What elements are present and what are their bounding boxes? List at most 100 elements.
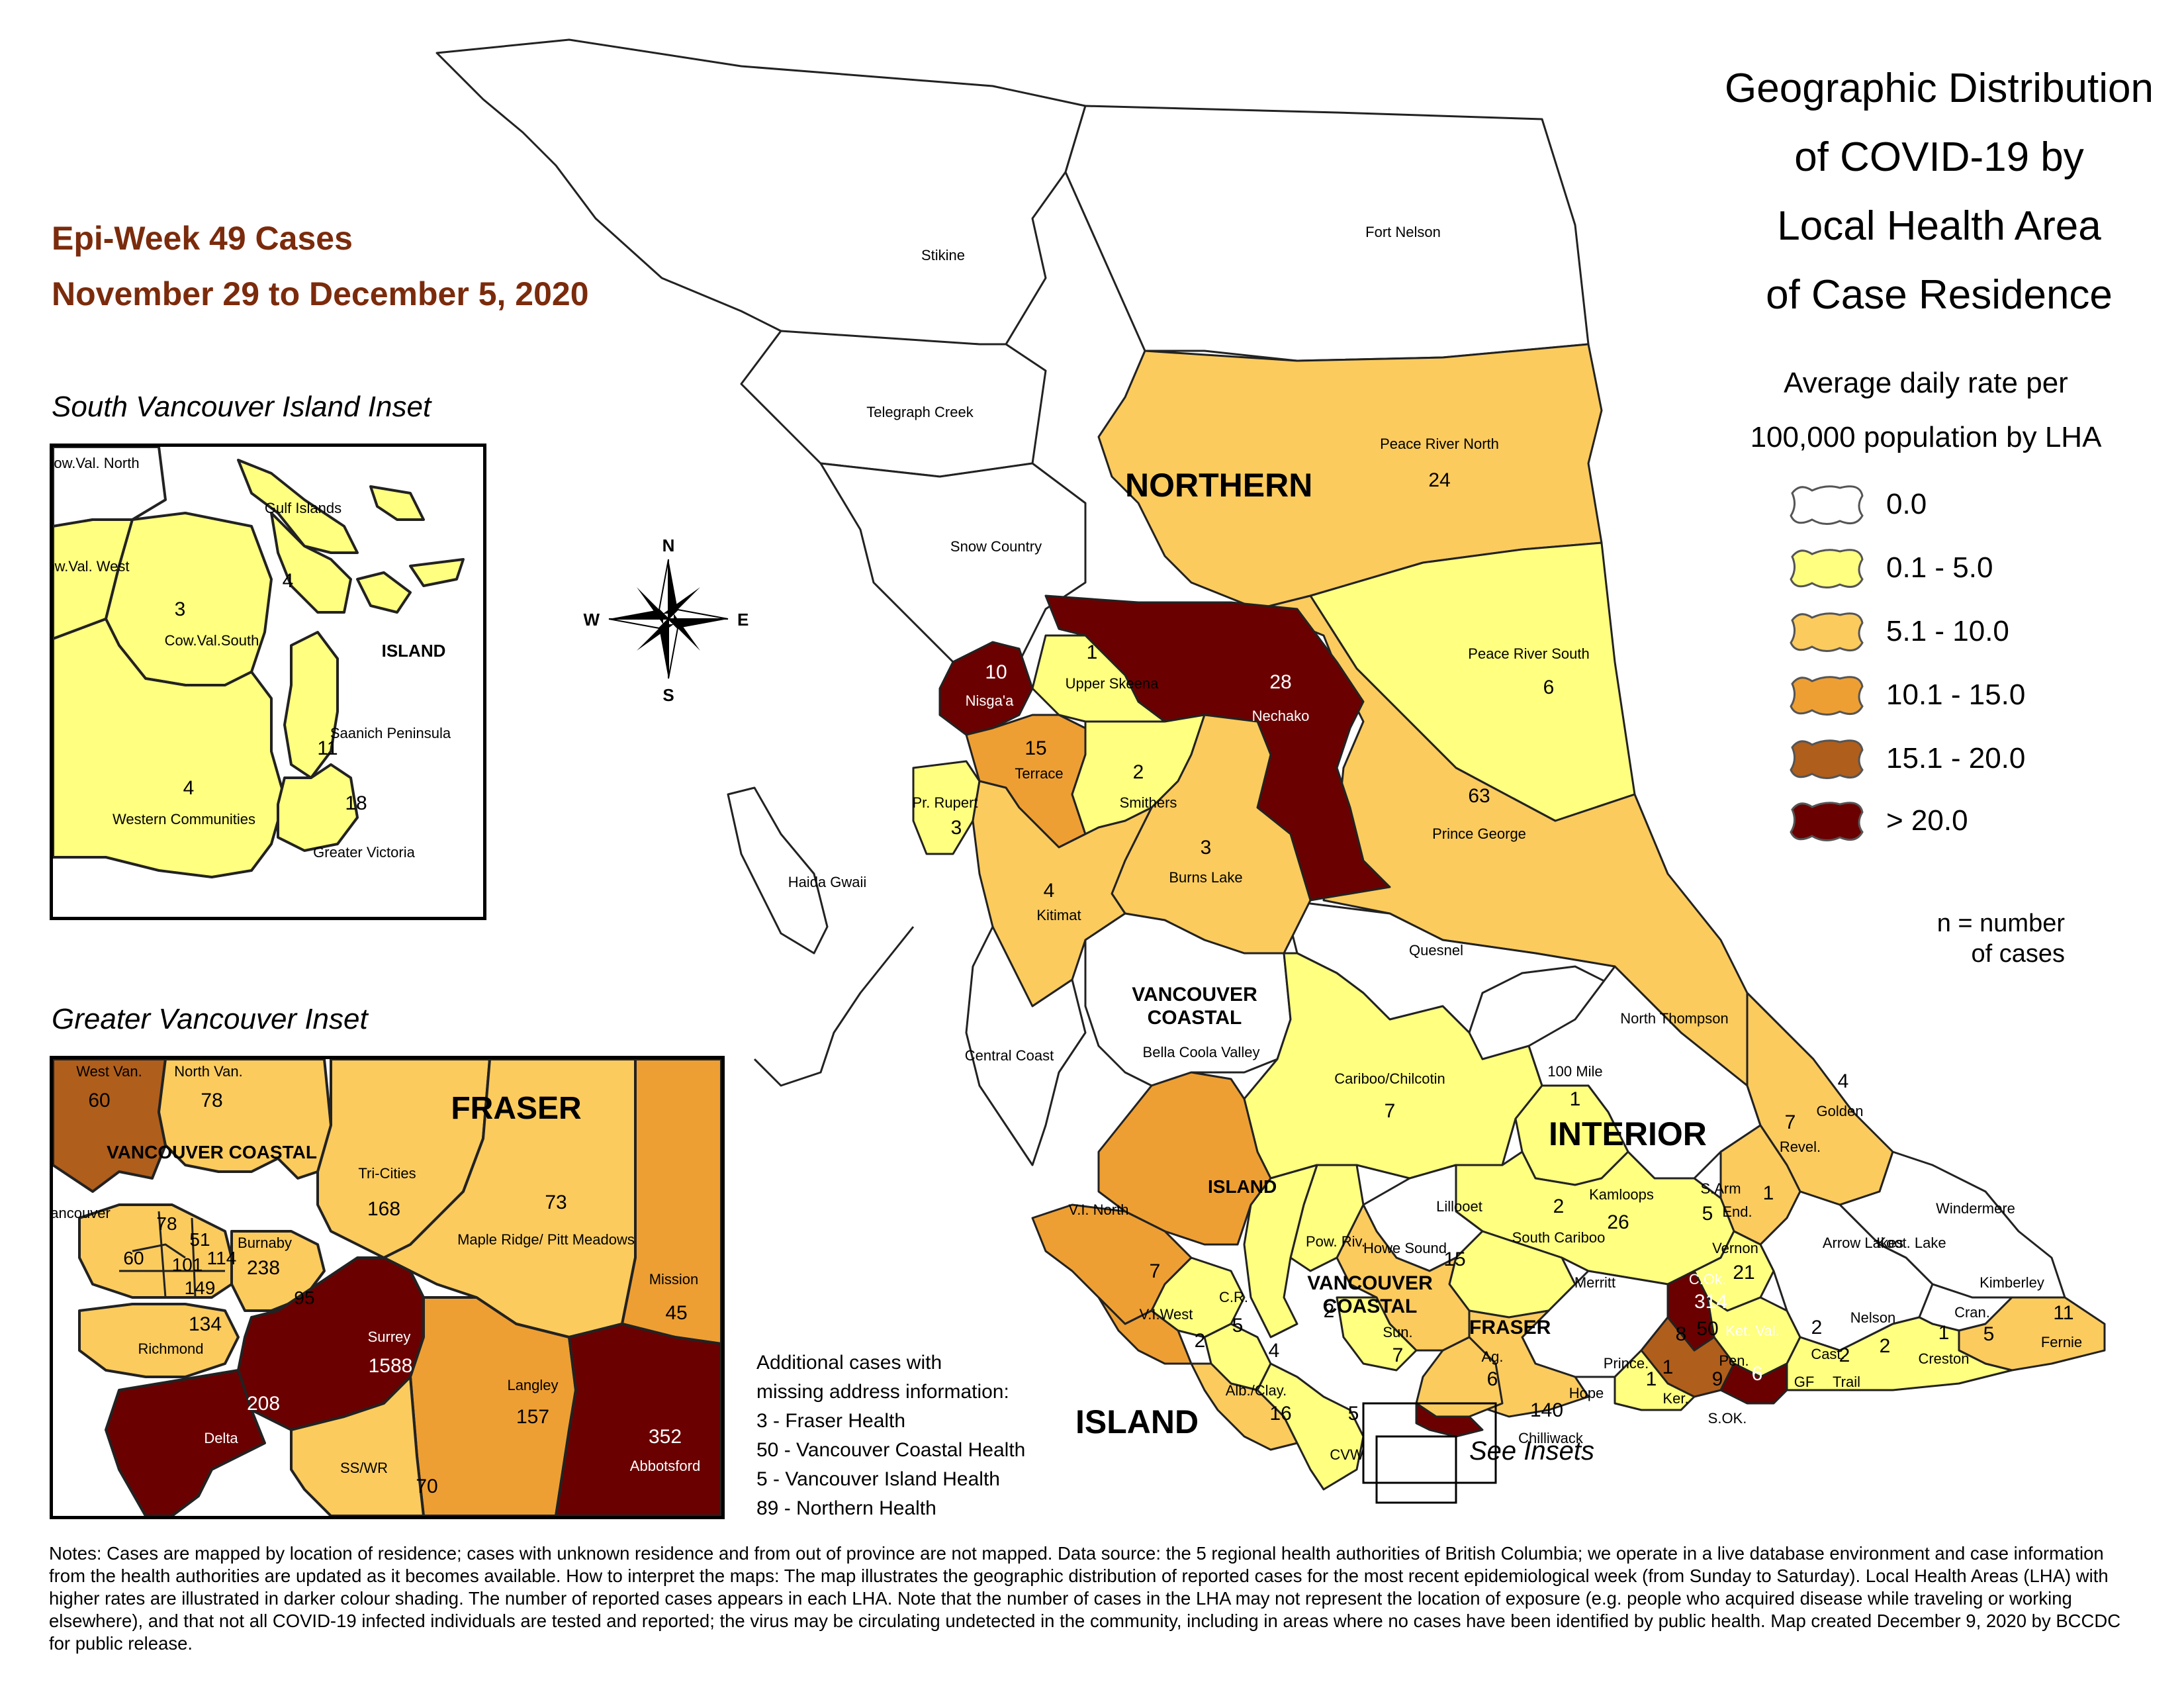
lha-label: Chilliwack bbox=[1518, 1430, 1584, 1446]
lha-case-count: 314 bbox=[1694, 1291, 1727, 1313]
legend-caption-line2: 100,000 population by LHA bbox=[1750, 421, 2102, 453]
lha-label: Pow. Riv. bbox=[1306, 1233, 1365, 1250]
missing-address-item: 50 - Vancouver Coastal Health bbox=[756, 1439, 1026, 1461]
south-island-inset-map: Cow.Val. North Gulf Islands 4 Cow.Val. W… bbox=[53, 447, 465, 878]
ha-label-northern: NORTHERN bbox=[1125, 467, 1312, 504]
lha-label: Tri-Cities bbox=[358, 1165, 416, 1182]
lha-gulf-islands-part bbox=[369, 485, 425, 521]
ha-label-vch-inset: VANCOUVER COASTAL bbox=[107, 1142, 317, 1162]
lha-label: Ket. Val. bbox=[1725, 1323, 1780, 1339]
lha-label: C.Ok. bbox=[1689, 1271, 1726, 1288]
lha-label: Gulf Islands bbox=[265, 500, 341, 516]
n-note-line1: n = number bbox=[1936, 910, 2065, 937]
coast-line bbox=[753, 926, 915, 1087]
lha-label: Central Coast bbox=[965, 1047, 1054, 1064]
ha-label-island-small: ISLAND bbox=[1208, 1176, 1277, 1197]
missing-address-info: Additional cases with missing address in… bbox=[756, 1348, 1025, 1523]
lha-label: Howe Sound bbox=[1363, 1240, 1447, 1256]
lha-label: Windermere bbox=[1936, 1200, 2015, 1217]
lha-case-count: 95 bbox=[294, 1288, 314, 1308]
lha-label: Burnaby bbox=[238, 1235, 292, 1251]
lha-label: Burns Lake bbox=[1169, 869, 1242, 886]
lha-south-interior bbox=[1786, 1316, 2013, 1391]
lha-haida-gwaii bbox=[727, 786, 829, 955]
lha-label: Pr. Rupert bbox=[912, 794, 978, 811]
lha-case-count: 63 bbox=[1468, 785, 1490, 807]
ha-label-island-inset: ISLAND bbox=[382, 641, 446, 661]
lha-case-count: 5 bbox=[1348, 1403, 1359, 1425]
lha-label: Kimberley bbox=[1979, 1274, 2044, 1291]
lha-case-count: 1 bbox=[1570, 1088, 1581, 1110]
lha-delta bbox=[105, 1369, 266, 1516]
lha-case-count: 2 bbox=[1880, 1335, 1891, 1357]
lha-case-count: 5 bbox=[1702, 1203, 1713, 1225]
lha-case-count: 6 bbox=[1752, 1363, 1763, 1385]
lha-howe-sound bbox=[1336, 1203, 1471, 1352]
lha-label: Arrow Lakes bbox=[1823, 1235, 1903, 1251]
compass-w: W bbox=[583, 610, 600, 630]
ha-label-vch-small-2: COASTAL bbox=[1323, 1295, 1418, 1317]
lha-label: Stikine bbox=[921, 247, 965, 263]
legend-label: 5.1 - 10.0 bbox=[1886, 615, 2009, 647]
lha-label: Cow.Val. West bbox=[53, 558, 130, 575]
ha-label-interior: INTERIOR bbox=[1549, 1115, 1707, 1152]
lha-case-count: 5 bbox=[1983, 1323, 1995, 1345]
lha-case-count: 101 bbox=[172, 1254, 203, 1275]
lha-label: Peace River North bbox=[1380, 436, 1499, 452]
inset-locators bbox=[1362, 1402, 1497, 1504]
lha-case-count: 149 bbox=[185, 1278, 216, 1298]
lha-case-count: 28 bbox=[1269, 671, 1291, 693]
lha-label: Prince George bbox=[1432, 825, 1526, 842]
lha-label: Abbotsford bbox=[630, 1458, 700, 1474]
lha-label: V.I. North bbox=[1069, 1201, 1129, 1218]
lha-label: Koot. Lake bbox=[1876, 1235, 1946, 1251]
n-note-line2: of cases bbox=[1971, 940, 2065, 968]
lha-case-count: 4 bbox=[1269, 1340, 1280, 1362]
lha-label: Telegraph Creek bbox=[866, 404, 974, 420]
lha-label: Trail bbox=[1833, 1374, 1860, 1390]
ha-label-vch-2: COASTAL bbox=[1148, 1007, 1242, 1029]
lha-case-count: 2 bbox=[1811, 1317, 1823, 1338]
map-title: Geographic Distribution of COVID-19 by L… bbox=[1655, 54, 2184, 330]
lha-label: Bella Coola Valley bbox=[1143, 1044, 1260, 1060]
lha-label: 100 Mile bbox=[1547, 1063, 1602, 1080]
lha-label: Richmond bbox=[138, 1340, 203, 1357]
lha-case-count: 60 bbox=[88, 1090, 110, 1111]
lha-label: Mission bbox=[649, 1271, 699, 1288]
epi-week-line1: Epi-Week 49 Cases bbox=[52, 220, 353, 257]
legend-label: 10.1 - 15.0 bbox=[1886, 679, 2026, 711]
lha-case-count: 4 bbox=[1838, 1070, 1849, 1092]
lha-label: V.I.West bbox=[1140, 1306, 1193, 1323]
vancouver-inset-map: West Van. 60 North Van. 78 Tri-Cities 16… bbox=[53, 1059, 721, 1516]
compass-n: N bbox=[662, 536, 675, 555]
legend-label: 15.1 - 20.0 bbox=[1886, 742, 2026, 774]
lha-case-count: 9 bbox=[1712, 1368, 1723, 1390]
lha-label: Western Communities bbox=[113, 811, 255, 827]
lha-label: CVW bbox=[1330, 1446, 1364, 1463]
lha-label: Ker. bbox=[1662, 1390, 1688, 1407]
lha-label: Ag. bbox=[1481, 1348, 1503, 1365]
lha-label: Lillooet bbox=[1436, 1198, 1482, 1215]
lha-label: Hope bbox=[1569, 1385, 1604, 1401]
lha-case-count: 4 bbox=[1044, 880, 1055, 902]
missing-address-line1: Additional cases with bbox=[756, 1352, 942, 1374]
lha-case-count: 51 bbox=[189, 1229, 210, 1250]
legend-item: 15.1 - 20.0 bbox=[1787, 732, 2025, 785]
vancouver-inset: West Van. 60 North Van. 78 Tri-Cities 16… bbox=[50, 1056, 725, 1519]
legend-swatch bbox=[1790, 485, 1864, 525]
lha-label: C.R. bbox=[1219, 1289, 1248, 1305]
lha-case-count: 7 bbox=[1785, 1111, 1796, 1133]
vancouver-sub-boundary bbox=[191, 1217, 197, 1298]
lha-sunshine-coast bbox=[1336, 1296, 1418, 1372]
lha-case-count: 18 bbox=[345, 792, 367, 814]
lha-case-count: 2 bbox=[1133, 761, 1144, 783]
lha-label: North Van. bbox=[174, 1063, 243, 1080]
lha-label: Saanich Peninsula bbox=[330, 725, 451, 741]
legend-swatch bbox=[1790, 612, 1864, 652]
lha-label: S.Arm bbox=[1700, 1180, 1741, 1197]
lha-label: Vancouver bbox=[53, 1205, 111, 1221]
missing-address-item: 5 - Vancouver Island Health bbox=[756, 1468, 1000, 1490]
lha-case-count: 208 bbox=[247, 1393, 280, 1415]
lha-case-count: 4 bbox=[283, 570, 294, 592]
